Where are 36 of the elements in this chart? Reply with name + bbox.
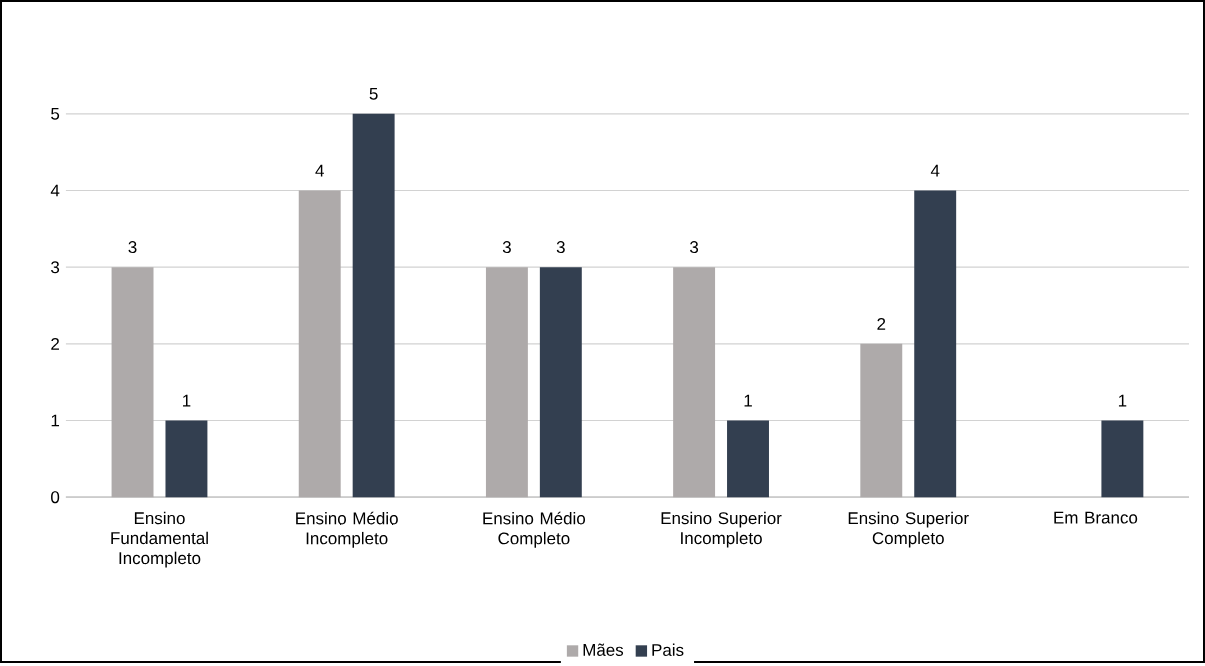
y-tick-label: 5 [51,107,60,120]
data-label: 3 [128,240,137,253]
x-tick-label: Ensino Fundamental Incompleto [111,511,208,568]
bar [914,190,957,497]
bar [673,266,716,497]
x-tick-label: Ensino Superior Incompleto [661,511,782,548]
data-label: 1 [744,394,752,407]
data-label: 4 [315,164,324,177]
y-tick-label: 1 [51,414,60,427]
data-label: 5 [369,87,378,100]
data-label: 3 [556,240,565,253]
bar [727,420,769,497]
data-label: 3 [690,240,699,253]
bar [111,266,154,497]
y-tick-label: 4 [50,184,60,197]
data-label: 1 [1118,394,1127,407]
legend-label: Mães [583,643,624,656]
bar [352,113,395,497]
data-label: 4 [930,164,940,177]
x-tick-label: Em Branco [1054,511,1138,524]
y-tick-label: 0 [51,490,60,503]
bar [485,266,528,497]
bar [1101,420,1144,497]
bar [298,190,341,497]
legend-label: Pais [652,643,684,656]
y-tick-label: 2 [51,337,59,350]
data-label: 3 [502,240,511,253]
bar [165,420,208,497]
y-tick-label: 3 [51,260,60,273]
bar [539,266,582,497]
x-tick-label: Ensino Superior Completo [848,511,969,548]
bar [860,343,903,497]
x-tick-label: Ensino Médio Completo [483,511,586,548]
data-label: 2 [877,317,886,330]
data-label: 1 [183,394,191,407]
x-tick-label: Ensino Médio Incompleto [296,511,398,548]
